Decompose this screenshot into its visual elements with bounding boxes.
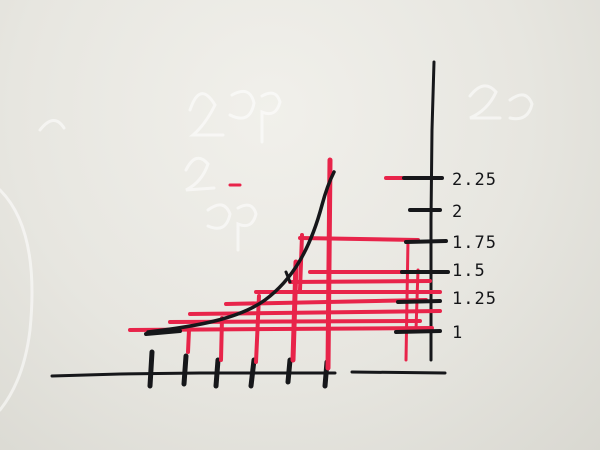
red-vertical bbox=[325, 157, 333, 371]
y-axis-labels: 2.25 2 1.75 1.5 1.25 1 bbox=[452, 170, 497, 343]
red-line bbox=[188, 309, 442, 316]
x-tick bbox=[285, 357, 293, 385]
x-tick bbox=[213, 357, 221, 389]
y-tick bbox=[396, 299, 442, 304]
red-vertical bbox=[290, 259, 299, 363]
y-label-1: 1 bbox=[452, 323, 463, 343]
x-tick bbox=[147, 349, 155, 389]
curve-start-scribble bbox=[144, 329, 182, 336]
y-tick bbox=[394, 329, 442, 334]
y-axis-line bbox=[429, 60, 436, 362]
red-vertical-lines bbox=[186, 157, 420, 371]
red-level-lines bbox=[128, 176, 446, 332]
y-tick bbox=[404, 239, 448, 244]
y-label-1-5: 1.5 bbox=[452, 261, 486, 281]
red-vertical bbox=[219, 316, 224, 362]
red-vertical bbox=[298, 233, 304, 292]
red-vertical bbox=[186, 328, 191, 354]
curve bbox=[146, 170, 336, 334]
x-tick bbox=[181, 353, 189, 387]
y-label-2-25: 2.25 bbox=[452, 170, 497, 190]
y-tick-marks bbox=[394, 176, 450, 334]
x-tick-marks bbox=[147, 349, 330, 389]
erased-ghost-writing bbox=[0, 84, 534, 412]
x-axis-line-right bbox=[350, 370, 447, 375]
y-label-1-25: 1.25 bbox=[452, 289, 497, 309]
growth-curve bbox=[144, 170, 336, 336]
red-line bbox=[298, 236, 420, 242]
red-vertical bbox=[254, 294, 261, 364]
red-line bbox=[288, 279, 432, 284]
y-label-2: 2 bbox=[452, 202, 463, 222]
curve-mark bbox=[284, 270, 292, 284]
x-tick bbox=[248, 357, 257, 389]
y-label-1-75: 1.75 bbox=[452, 233, 497, 253]
axes bbox=[50, 60, 447, 378]
x-axis-line-left bbox=[50, 371, 337, 378]
